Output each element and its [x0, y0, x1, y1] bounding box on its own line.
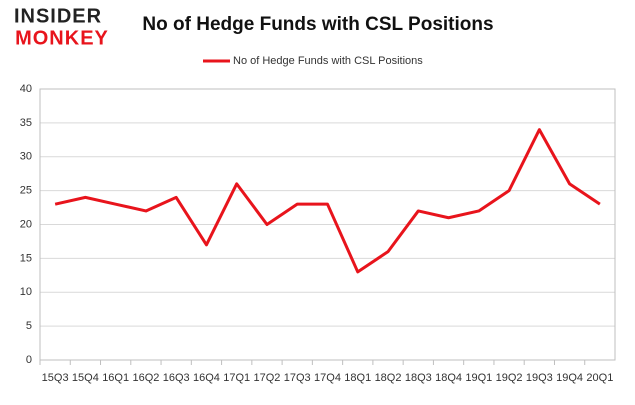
x-tick-label: 16Q4 [193, 372, 220, 384]
y-tick-label: 20 [20, 218, 32, 230]
y-tick-label: 40 [20, 83, 32, 95]
chart-title: No of Hedge Funds with CSL Positions [142, 14, 493, 35]
x-tick-label: 18Q1 [344, 372, 371, 384]
x-tick-label: 17Q3 [284, 372, 311, 384]
logo-line2: MONKEY [15, 27, 109, 49]
y-tick-label: 15 [20, 252, 32, 264]
x-tick-label: 19Q2 [496, 372, 523, 384]
logo-line1: INSIDER [14, 5, 102, 27]
x-tick-label: 15Q3 [42, 372, 69, 384]
x-tick-label: 17Q1 [223, 372, 250, 384]
x-tick-label: 20Q1 [586, 372, 613, 384]
x-tick-label: 18Q3 [405, 372, 432, 384]
line [54, 128, 601, 274]
x-tick-label: 18Q4 [435, 372, 462, 384]
y-tick-label: 35 [20, 117, 32, 129]
x-tick-label: 19Q1 [465, 372, 492, 384]
x-tick-label: 19Q4 [556, 372, 583, 384]
x-tick-label: 19Q3 [526, 372, 553, 384]
x-tick-label: 17Q4 [314, 372, 341, 384]
x-tick-label: 16Q3 [163, 372, 190, 384]
x-tick-label: 16Q1 [102, 372, 129, 384]
y-tick-label: 25 [20, 185, 32, 197]
x-tick-label: 16Q2 [132, 372, 159, 384]
plot-border [39, 88, 616, 361]
legend-label: No of Hedge Funds with CSL Positions [233, 55, 423, 67]
x-tick-label: 17Q2 [254, 372, 281, 384]
y-tick-label: 30 [20, 151, 32, 163]
y-tick-label: 5 [26, 320, 32, 332]
x-tick-label: 15Q4 [72, 372, 99, 384]
x-tick-label: 18Q2 [375, 372, 402, 384]
y-tick-label: 10 [20, 286, 32, 298]
y-tick-label: 0 [26, 354, 32, 366]
